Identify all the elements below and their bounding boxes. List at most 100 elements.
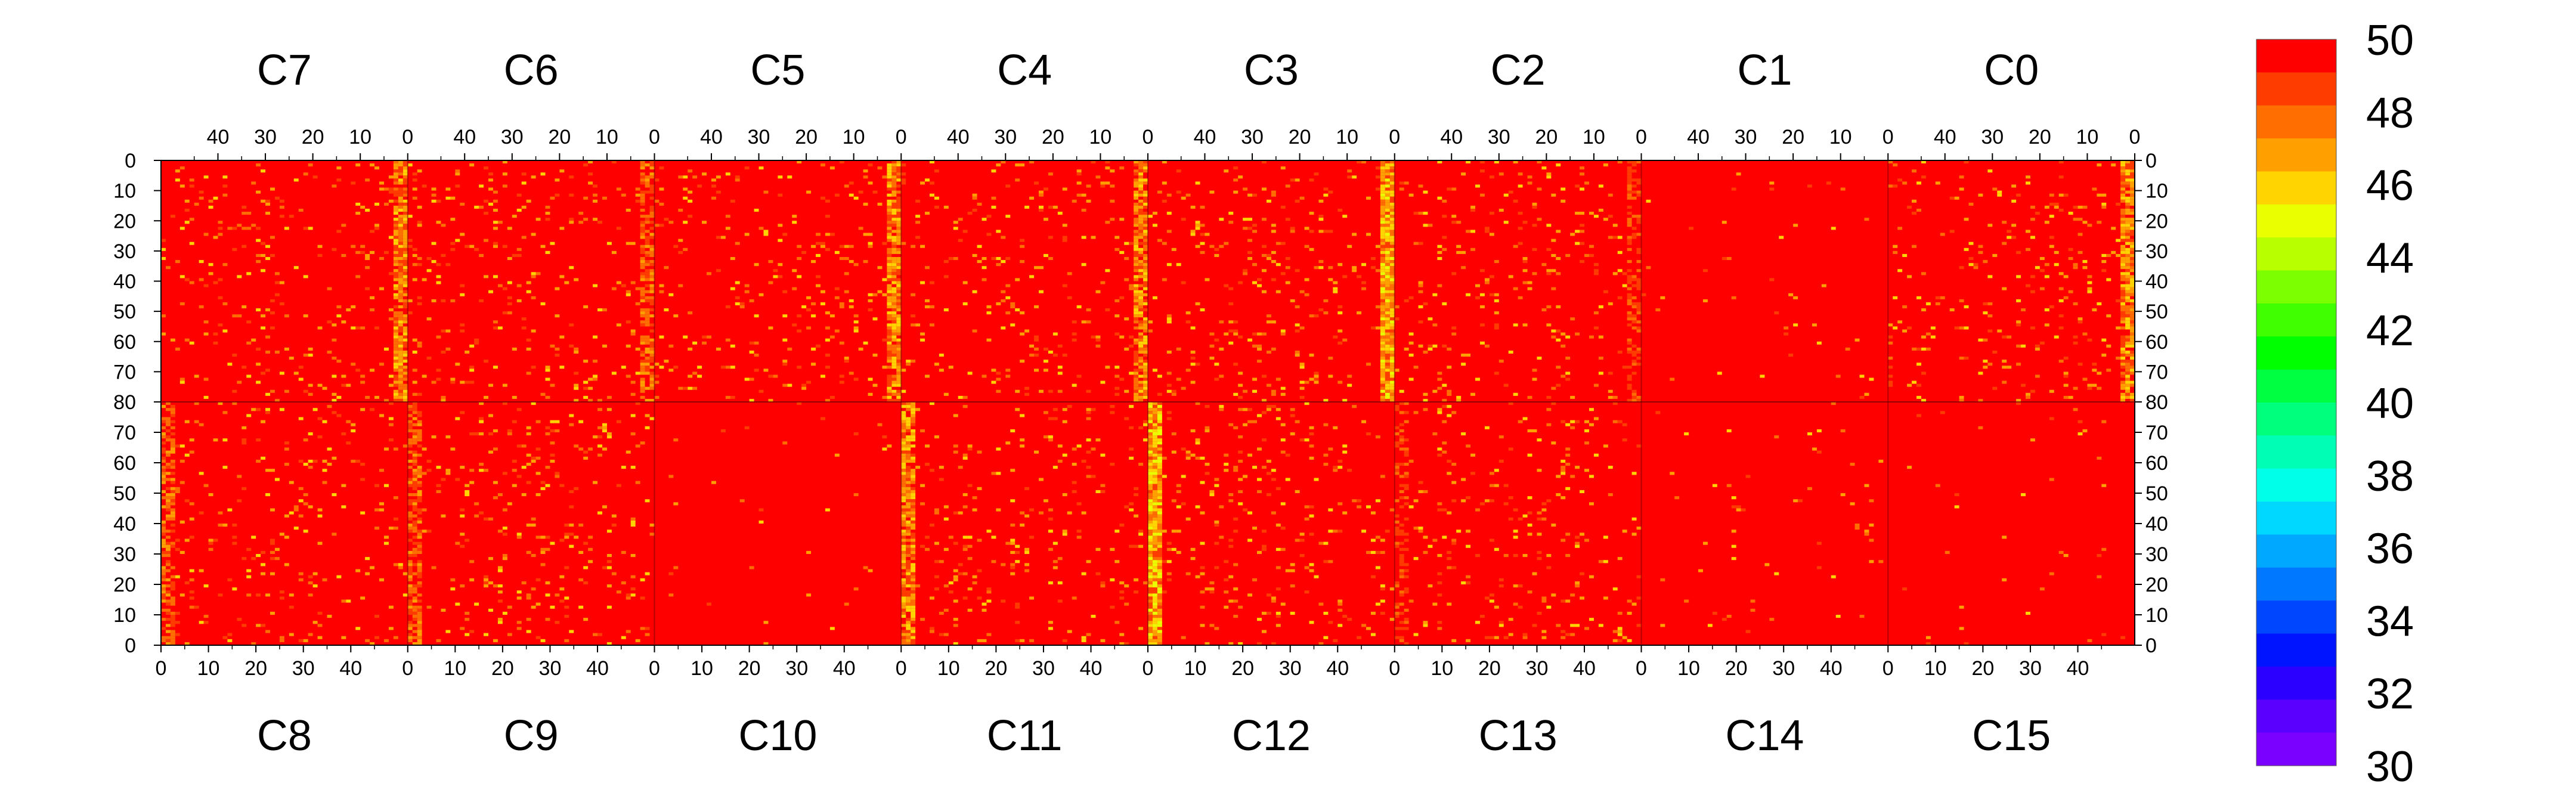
- heatmap-cell: [887, 389, 892, 393]
- heatmap-cell: [1252, 193, 1258, 197]
- heatmap-cell: [317, 326, 323, 330]
- heatmap-cell: [1631, 190, 1637, 194]
- heatmap-cell: [911, 502, 916, 506]
- heatmap-cell: [398, 357, 403, 360]
- heatmap-cell: [402, 221, 408, 224]
- heatmap-cell: [2130, 209, 2135, 212]
- heatmap-cell: [1157, 590, 1162, 594]
- heatmap-cell: [901, 578, 906, 581]
- heatmap-cell: [370, 308, 375, 312]
- heatmap-cell: [649, 357, 655, 360]
- heatmap-cell: [479, 299, 484, 302]
- heatmap-cell: [1385, 224, 1390, 227]
- heatmap-cell: [1152, 441, 1157, 445]
- heatmap-cell: [194, 202, 199, 206]
- heatmap-cell: [593, 193, 598, 197]
- heatmap-cell: [649, 374, 655, 378]
- heatmap-cell: [402, 344, 408, 348]
- heatmap-cell: [1157, 584, 1162, 588]
- heatmap-cell: [402, 332, 408, 336]
- heatmap-cell: [1266, 350, 1271, 354]
- heatmap-cell: [1888, 374, 1893, 378]
- heatmap-cell: [1005, 215, 1011, 218]
- heatmap-cell: [602, 505, 607, 509]
- heatmap-cell: [179, 380, 185, 384]
- heatmap-cell: [887, 166, 892, 170]
- heatmap-cell: [887, 350, 892, 354]
- heatmap-cell: [2125, 305, 2131, 309]
- heatmap-cell: [901, 520, 906, 524]
- heatmap-cell: [383, 639, 389, 642]
- heatmap-cell: [317, 624, 323, 627]
- heatmap-cell: [265, 411, 271, 414]
- heatmap-cell: [465, 244, 470, 248]
- heatmap-cell: [412, 514, 417, 518]
- heatmap-cell: [208, 199, 213, 203]
- heatmap-cell: [1992, 253, 1998, 257]
- heatmap-cell: [222, 411, 228, 414]
- heatmap-cell: [189, 438, 194, 442]
- heatmap-cell: [165, 599, 171, 603]
- heatmap-cell: [711, 196, 716, 200]
- heatmap-cell: [1389, 323, 1395, 327]
- heatmap-cell: [2026, 230, 2030, 233]
- heatmap-cell: [1138, 199, 1144, 203]
- heatmap-cell: [1897, 269, 1903, 273]
- heatmap-cell: [218, 323, 223, 327]
- heatmap-cell: [398, 181, 403, 185]
- heatmap-cell: [896, 190, 902, 194]
- heatmap-cell: [849, 299, 854, 302]
- heatmap-cell: [1134, 224, 1139, 227]
- heatmap-cell: [911, 360, 916, 363]
- heatmap-cell: [906, 502, 911, 506]
- heatmap-cell: [1157, 524, 1162, 527]
- heatmap-cell: [891, 239, 897, 242]
- heatmap-cell: [1152, 450, 1157, 454]
- heatmap-cell: [1921, 398, 1926, 402]
- heatmap-cell: [583, 196, 589, 200]
- heatmap-cell: [649, 398, 655, 402]
- heatmap-cell: [398, 392, 403, 396]
- heatmap-cell: [332, 533, 337, 536]
- heatmap-cell: [896, 166, 902, 170]
- heatmap-cell: [906, 581, 911, 584]
- heatmap-cell: [1157, 560, 1162, 564]
- heatmap-cell: [526, 338, 531, 342]
- heatmap-cell: [265, 350, 271, 354]
- heatmap-cell: [896, 239, 902, 242]
- heatmap-cell: [749, 350, 754, 354]
- heatmap-cell: [1337, 466, 1343, 469]
- heatmap-cell: [887, 395, 892, 399]
- heatmap-cell: [2120, 284, 2126, 287]
- heatmap-cell: [597, 398, 602, 402]
- heatmap-cell: [645, 215, 650, 218]
- heatmap-cell: [1124, 417, 1129, 420]
- heatmap-cell: [497, 590, 503, 594]
- heatmap-cell: [1366, 432, 1371, 436]
- heatmap-cell: [1138, 190, 1144, 194]
- heatmap-cell: [1636, 215, 1642, 218]
- heatmap-cell: [402, 172, 408, 176]
- heatmap-cell: [1148, 466, 1153, 469]
- heatmap-cell: [569, 490, 574, 493]
- heatmap-cell: [1323, 423, 1329, 426]
- heatmap-cell: [911, 541, 916, 545]
- heatmap-cell: [906, 627, 911, 630]
- heatmap-cell: [564, 535, 569, 539]
- heatmap-cell: [1503, 383, 1509, 387]
- heatmap-cell: [502, 311, 507, 315]
- heatmap-cell: [284, 463, 289, 466]
- heatmap-cell: [161, 441, 166, 445]
- heatmap-cell: [1380, 363, 1385, 366]
- heatmap-cell: [1347, 169, 1352, 173]
- heatmap-cell: [891, 293, 897, 296]
- heatmap-cell: [882, 447, 887, 451]
- heatmap-cell: [303, 463, 308, 466]
- heatmap-cell: [2125, 323, 2131, 327]
- heatmap-cell: [1580, 187, 1585, 191]
- heatmap-cell: [1214, 478, 1219, 481]
- heatmap-cell: [1385, 244, 1390, 248]
- heatmap-cell: [1627, 398, 1632, 402]
- heatmap-cell: [303, 314, 308, 318]
- heatmap-cell: [1052, 566, 1058, 569]
